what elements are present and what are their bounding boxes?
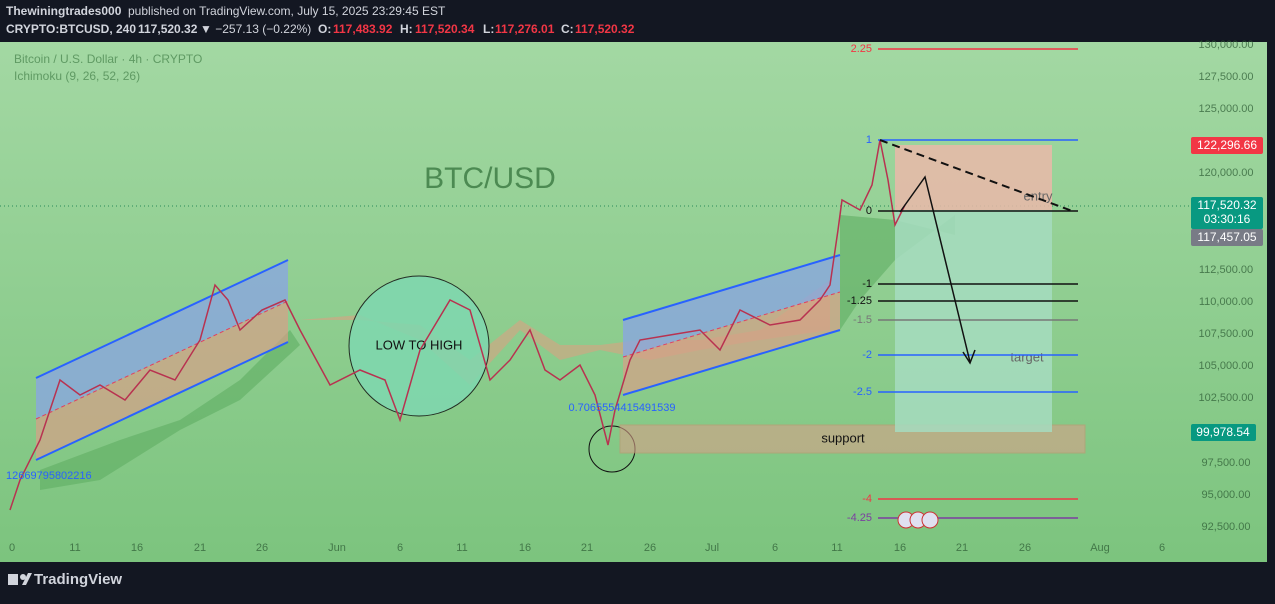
fib-label: -1.25	[847, 295, 872, 307]
legend-indicator: Ichimoku (9, 26, 52, 26)	[14, 69, 140, 83]
price-badge	[1191, 229, 1263, 246]
channel-line	[35, 341, 289, 461]
entry-label: entry	[1024, 188, 1053, 203]
fib-label: -1.5	[853, 314, 872, 326]
price-axis-label: 95,000.00	[1202, 489, 1251, 501]
price-axis-label: 92,500.00	[1202, 521, 1251, 533]
fib-label: -2.5	[853, 386, 872, 398]
price: 117,520.32	[138, 22, 198, 36]
channel-lower	[36, 301, 288, 460]
price-badge	[1191, 424, 1256, 441]
countdown: 03:30:16	[1204, 212, 1251, 226]
published: published on TradingView.com, July 15, 2…	[128, 4, 446, 18]
open-label: O:	[318, 22, 331, 36]
target-box	[895, 210, 1052, 432]
fib-label: 0	[866, 205, 872, 217]
channel-mid	[622, 291, 841, 358]
cloud	[840, 215, 955, 330]
price-axis-label: 112,500.00	[1199, 264, 1253, 276]
time-axis-label: 11	[456, 542, 467, 554]
price-axis-label: 125,000.00	[1198, 103, 1253, 115]
time-axis-label: 16	[131, 542, 143, 554]
symbol: CRYPTO:BTCUSD, 240	[6, 22, 136, 36]
time-axis-label: 16	[894, 542, 906, 554]
price-axis-label: 110,000.00	[1199, 296, 1253, 308]
fib-label: -1	[862, 278, 872, 290]
channel-line	[35, 259, 289, 379]
change: ▼ −257.13 (−0.22%)	[200, 22, 311, 36]
channel-lower	[623, 292, 840, 395]
price-axis-label: 97,500.00	[1202, 457, 1251, 469]
time-axis-label: 21	[581, 542, 593, 554]
watermark: BTC/USD	[424, 162, 556, 195]
price-axis-label: 120,000.00	[1198, 167, 1253, 179]
price-path	[9, 139, 906, 511]
cloud	[40, 330, 300, 490]
event-icons	[897, 511, 939, 529]
legend-title: Bitcoin / U.S. Dollar · 4h · CRYPTO	[14, 52, 202, 66]
time-axis-label: 6	[1159, 542, 1165, 554]
price-badge	[1191, 197, 1263, 229]
time-axis-label: 11	[831, 542, 842, 554]
fib-label: 2.25	[851, 43, 872, 55]
footer-logo	[8, 573, 32, 585]
close: 117,520.32	[575, 22, 635, 36]
close-label: C:	[561, 22, 574, 36]
price-badge-text: 122,296.66	[1197, 138, 1257, 152]
time-axis-label: 6	[772, 542, 778, 554]
high-label: H:	[400, 22, 413, 36]
ratio-label: 12669795802216	[6, 470, 92, 482]
time-axis-label: Jul	[705, 542, 719, 554]
high: 117,520.34	[415, 22, 475, 36]
time-axis-label: 26	[644, 542, 656, 554]
fib-label: -4.25	[847, 512, 872, 524]
arrow-head	[962, 349, 976, 365]
price-badge-text: 117,520.32	[1197, 198, 1256, 212]
low-label: L:	[483, 22, 494, 36]
time-axis-label: 21	[194, 542, 206, 554]
support-label: support	[821, 430, 865, 445]
channel-line	[622, 329, 841, 396]
projection-arrow	[899, 175, 971, 363]
publisher: Thewiningtrades000	[6, 4, 122, 18]
price-axis-label: 130,000.00	[1198, 39, 1253, 51]
ratio-label: 0.7065554415491539	[568, 402, 675, 414]
time-axis-label: 21	[956, 542, 968, 554]
price-axis-label: 105,000.00	[1198, 360, 1253, 372]
channel-upper	[623, 255, 840, 357]
chart-area	[0, 42, 1267, 562]
open: 117,483.92	[333, 22, 393, 36]
footer-brand: TradingView	[34, 571, 122, 588]
price-axis-label: 102,500.00	[1198, 392, 1253, 404]
time-axis-label: 16	[519, 542, 531, 554]
channel-mid	[35, 300, 289, 420]
time-axis-label: 26	[256, 542, 268, 554]
trend-line	[879, 139, 1076, 213]
low: 117,276.01	[495, 22, 555, 36]
highlight-circle	[348, 275, 490, 417]
time-axis-label: Aug	[1090, 542, 1110, 554]
channel-upper	[36, 260, 288, 419]
fib-label: -2	[862, 349, 872, 361]
time-axis-label: 6	[397, 542, 403, 554]
time-axis-label: 11	[69, 542, 80, 554]
price-badge-text: 99,978.54	[1196, 425, 1250, 439]
circle-label: LOW TO HIGH	[376, 337, 463, 352]
fib-label: -4	[862, 493, 872, 505]
price-badge	[1191, 137, 1263, 154]
time-axis-label: 0	[9, 542, 15, 554]
target-label: target	[1010, 349, 1044, 364]
price-axis-label: 127,500.00	[1198, 71, 1253, 83]
time-axis-label: Jun	[328, 542, 346, 554]
price-badge-text: 117,457.05	[1197, 230, 1256, 244]
channel-line	[622, 254, 841, 321]
time-axis-label: 26	[1019, 542, 1031, 554]
price-axis-label: 107,500.00	[1198, 328, 1253, 340]
fib-label: 1	[866, 134, 872, 146]
